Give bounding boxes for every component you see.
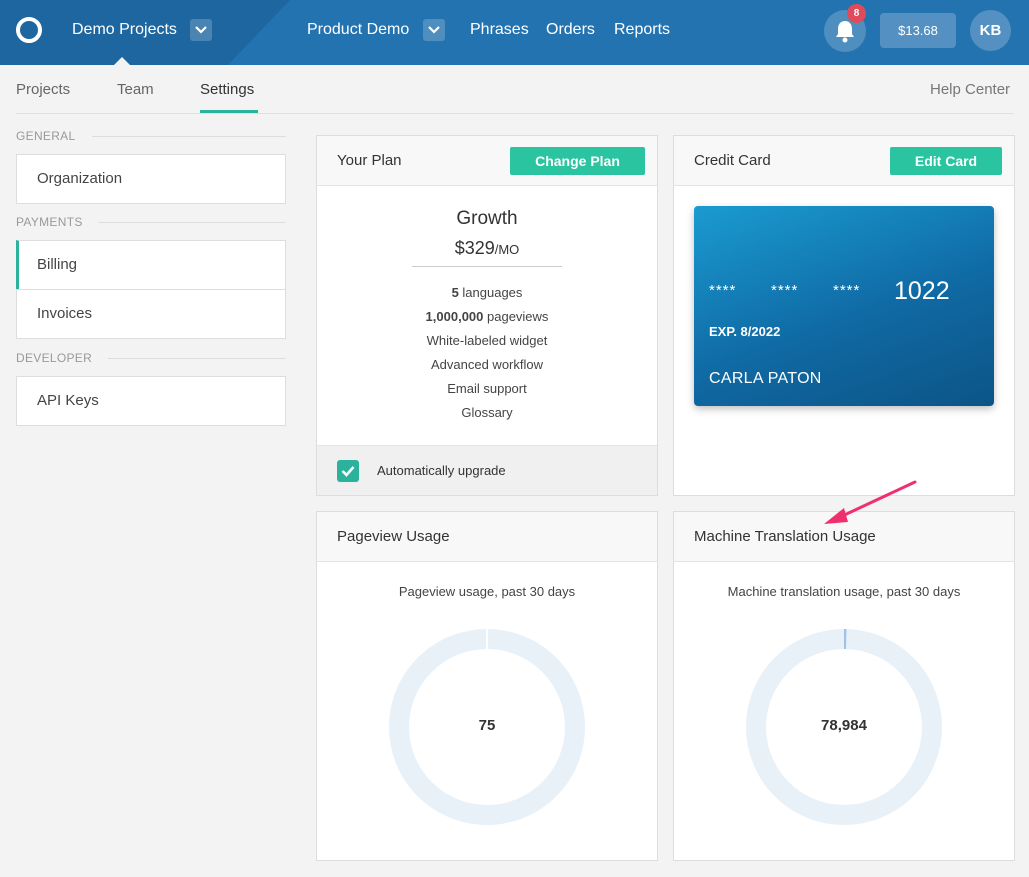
nav-reports[interactable]: Reports (614, 21, 671, 38)
top-bar: Demo Projects Product Demo Phrases Order… (0, 0, 1029, 65)
sidebar-heading-rule (108, 358, 286, 359)
tab-team[interactable]: Team (117, 81, 154, 98)
donut-fill (746, 629, 942, 825)
auto-upgrade-bar: Automatically upgrade (317, 445, 657, 495)
mt-usage-subtitle: Machine translation usage, past 30 days (727, 584, 961, 599)
credit-card-panel-header: Credit Card Edit Card (674, 136, 1014, 186)
project2-dropdown-button[interactable] (423, 19, 445, 41)
mt-usage-donut (746, 629, 942, 825)
balance-button[interactable]: $13.68 (880, 13, 956, 48)
plan-price: $329/MO (317, 238, 657, 259)
sidebar-heading-rule (92, 136, 286, 137)
help-center-link[interactable]: Help Center (930, 81, 1011, 98)
plan-feature-bold: 5 (451, 285, 459, 300)
change-plan-button[interactable]: Change Plan (510, 147, 645, 175)
mt-usage-title: Machine Translation Usage (694, 528, 876, 545)
chevron-down-icon (195, 26, 207, 34)
card-holder-name: CARLA PATON (709, 370, 822, 387)
plan-feature: 1,000,000 pageviews (317, 309, 657, 324)
tab-settings[interactable]: Settings (200, 81, 255, 98)
card-last-four: 1022 (894, 277, 950, 305)
project-name[interactable]: Demo Projects (72, 21, 177, 38)
auto-upgrade-label: Automatically upgrade (377, 463, 506, 478)
sidebar-item-billing[interactable]: Billing (16, 240, 286, 290)
sidebar-heading-general: GENERAL (16, 129, 76, 143)
annotation-arrow-icon (824, 480, 917, 524)
project-dropdown-button[interactable] (190, 19, 212, 41)
card-number-mask: **** (771, 282, 799, 299)
active-tab-underline (200, 110, 258, 113)
app-logo-icon[interactable] (16, 17, 42, 43)
plan-price-period: /MO (494, 242, 520, 257)
notification-badge: 8 (847, 4, 866, 23)
sidebar-item-organization[interactable]: Organization (16, 154, 286, 204)
card-number-mask: **** (833, 282, 861, 299)
mt-usage-value: 78,984 (821, 717, 867, 734)
plan-name: Growth (456, 208, 518, 229)
plan-panel-title: Your Plan (337, 152, 402, 169)
card-number-mask: **** (709, 282, 737, 299)
plan-feature: Glossary (461, 405, 513, 420)
sidebar-heading-developer: DEVELOPER (16, 351, 93, 365)
pageview-usage-header: Pageview Usage (317, 512, 657, 562)
project2-name[interactable]: Product Demo (307, 21, 410, 38)
sidebar-heading-payments: PAYMENTS (16, 215, 83, 229)
sidebar-item-api-keys[interactable]: API Keys (16, 376, 286, 426)
plan-feature: White-labeled widget (426, 333, 548, 348)
nav-phrases[interactable]: Phrases (470, 21, 529, 38)
checkmark-icon (341, 466, 355, 477)
plan-feature: Advanced workflow (431, 357, 543, 372)
active-project-indicator (114, 57, 130, 65)
card-expiry: EXP. 8/2022 (709, 324, 781, 339)
pageview-usage-donut (389, 629, 585, 825)
edit-card-button[interactable]: Edit Card (890, 147, 1002, 175)
pageview-usage-subtitle: Pageview usage, past 30 days (398, 584, 576, 599)
plan-feature-bold: 1,000,000 (425, 309, 484, 324)
pageview-usage-panel: Pageview Usage Pageview usage, past 30 d… (316, 511, 658, 861)
credit-card-panel-title: Credit Card (694, 152, 771, 169)
chevron-down-icon (428, 26, 440, 34)
nav-orders[interactable]: Orders (546, 21, 595, 38)
avatar[interactable]: KB (970, 10, 1011, 51)
plan-panel-header: Your Plan Change Plan (317, 136, 657, 186)
bell-icon (836, 21, 854, 43)
subnav-divider (16, 113, 1014, 114)
plan-divider (412, 266, 562, 267)
mt-usage-panel: Machine Translation Usage Machine transl… (673, 511, 1015, 861)
plan-feature-text: pageviews (483, 309, 549, 324)
pageview-usage-title: Pageview Usage (337, 528, 450, 545)
sidebar-heading-rule (98, 222, 286, 223)
plan-feature: Email support (447, 381, 527, 396)
plan-panel: Your Plan Change Plan Growth $329/MO 5 l… (316, 135, 658, 496)
plan-feature-text: languages (458, 285, 523, 300)
plan-feature: 5 languages (317, 285, 657, 300)
credit-card-panel: Credit Card Edit Card **** **** **** 102… (673, 135, 1015, 496)
sidebar-item-invoices[interactable]: Invoices (16, 289, 286, 339)
plan-price-amount: $329 (454, 238, 495, 258)
tab-projects[interactable]: Projects (16, 81, 71, 98)
pageview-usage-value: 75 (478, 717, 496, 734)
auto-upgrade-checkbox[interactable] (337, 460, 359, 482)
credit-card: **** **** **** 1022 EXP. 8/2022 CARLA PA… (694, 206, 994, 406)
